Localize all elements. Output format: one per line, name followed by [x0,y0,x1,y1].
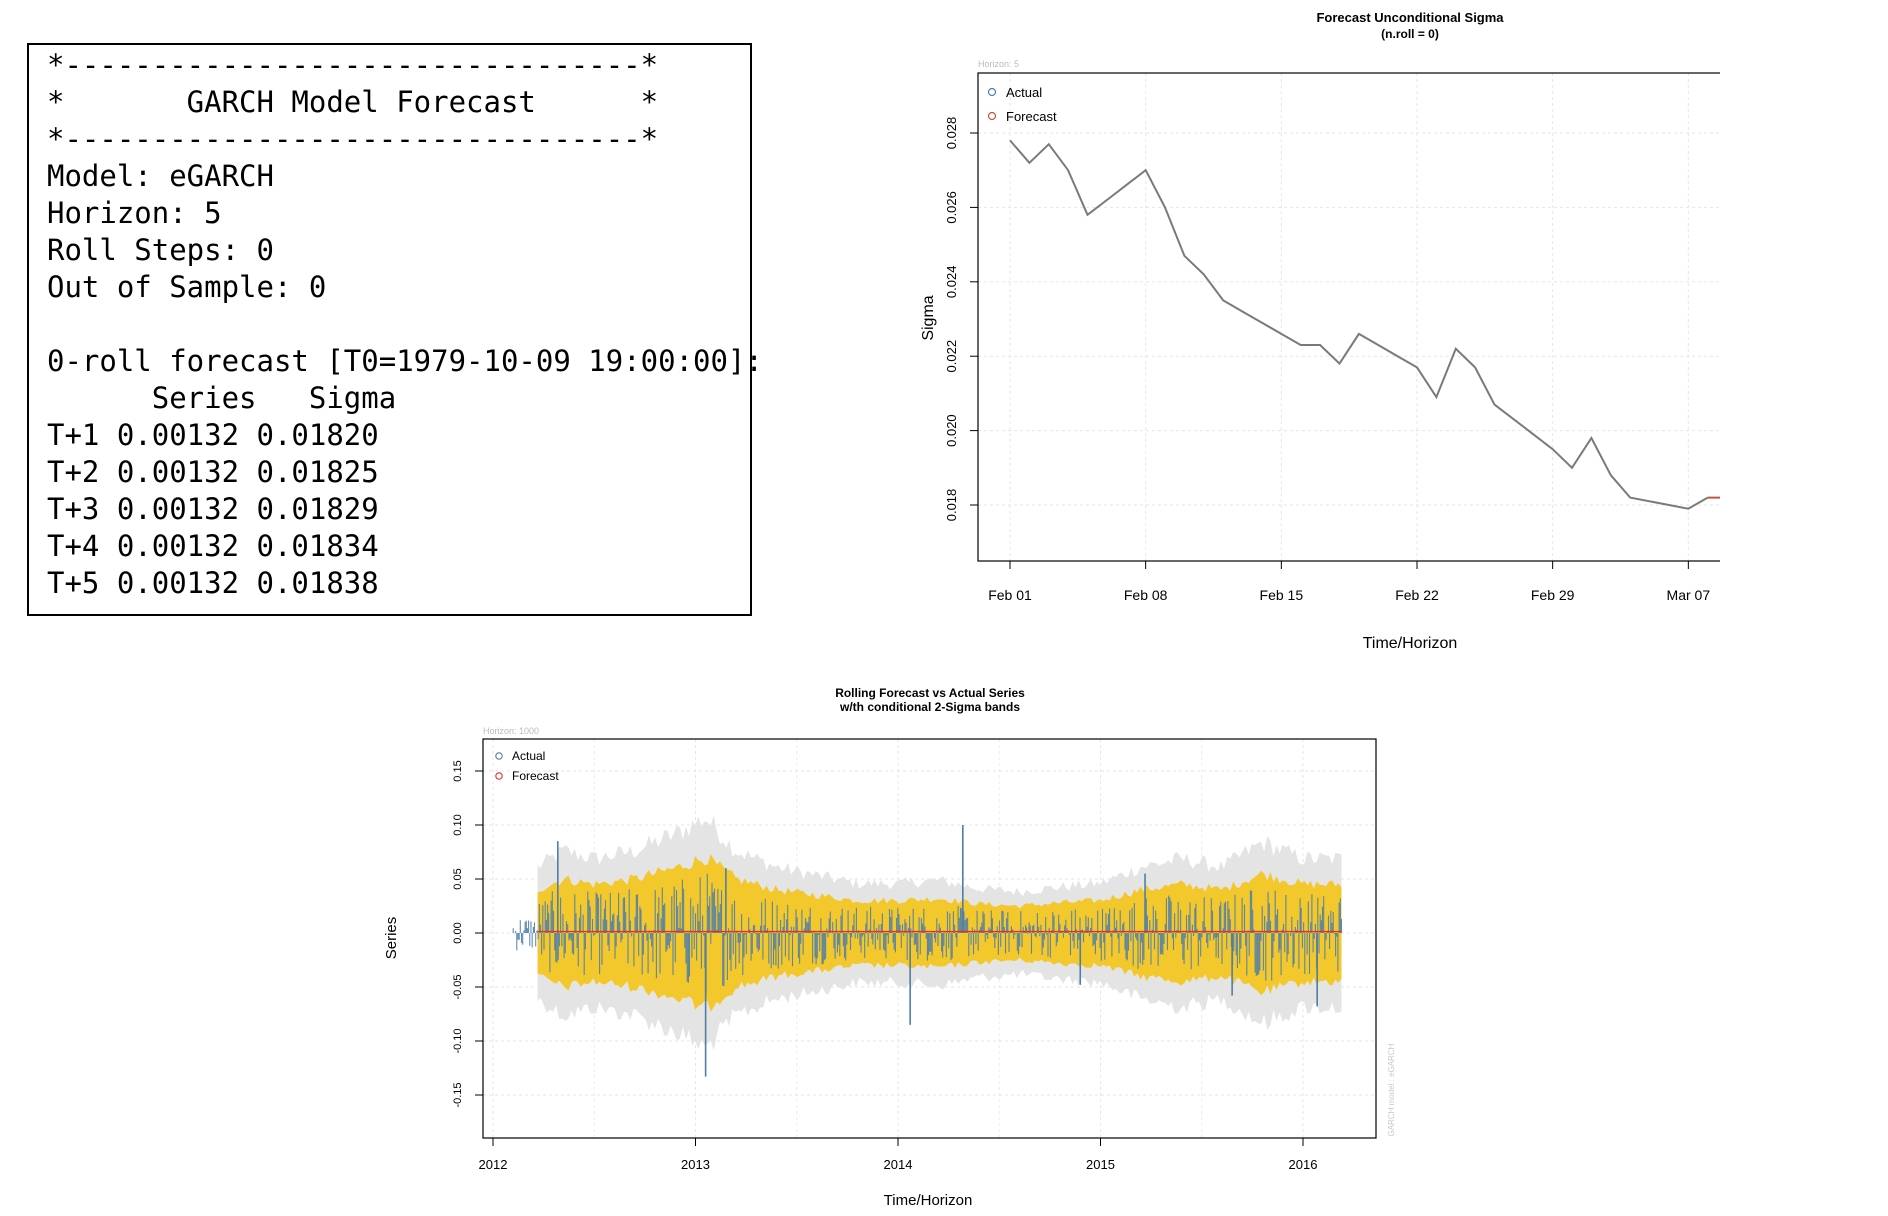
x-tick-label: Feb 08 [1124,587,1168,603]
y-tick-label: 0.10 [452,814,464,835]
console-line: Roll Steps: 0 [47,233,274,267]
legend-label: Forecast [1006,109,1057,124]
console-line: Out of Sample: 0 [47,270,327,304]
y-tick-label: 0.00 [452,922,464,943]
chart-subtitle: w/th conditional 2-Sigma bands [839,700,1020,714]
y-tick-label: -0.10 [452,1028,464,1053]
y-tick-label: 0.15 [452,760,464,781]
y-tick-label: 0.026 [944,191,959,224]
plot-frame [482,738,1377,1139]
y-axis-label: Series [383,917,400,960]
console-line: Horizon: 5 [47,196,222,230]
chart-subtitle: (n.roll = 0) [1381,27,1439,41]
horizon-note: Horizon: 5 [978,59,1019,69]
chart-title: Rolling Forecast vs Actual Series [835,686,1025,700]
console-line: * GARCH Model Forecast * [47,85,659,119]
x-axis-label: Time/Horizon [1363,635,1458,652]
y-tick-label: 0.024 [944,266,959,299]
horizon-note: Horizon: 1000 [483,726,539,736]
y-tick-label: 0.022 [944,340,959,373]
x-tick-label: 2015 [1086,1157,1115,1172]
console-line: Series Sigma [47,381,397,415]
legend-label: Actual [1006,85,1042,100]
console-line: T+1 0.00132 0.01820 [47,418,379,452]
y-tick-label: 0.018 [944,489,959,522]
chart-title: Forecast Unconditional Sigma [1316,10,1504,25]
side-note: GARCH model : eGARCH [1387,1043,1396,1136]
x-tick-label: 2014 [884,1157,913,1172]
x-tick-label: Feb 01 [988,587,1032,603]
console-line: T+3 0.00132 0.01829 [47,492,379,526]
x-tick-label: 2016 [1289,1157,1318,1172]
sigma-forecast-chart: Forecast Unconditional Sigma (n.roll = 0)… [920,10,1720,652]
legend-marker [987,111,997,121]
legend-marker [495,752,503,760]
console-line: *---------------------------------* [47,122,659,156]
x-axis-label: Time/Horizon [884,1192,973,1209]
x-tick-label: 2012 [479,1157,508,1172]
legend-label: Forecast [512,769,559,783]
y-axis-label: Sigma [920,295,937,340]
console-line: Model: eGARCH [47,159,274,193]
series-line-actual [1009,139,1709,510]
x-tick-label: Mar 07 [1667,587,1711,603]
legend-marker [987,87,997,97]
actual-series-line [512,873,1343,994]
y-tick-label: -0.15 [452,1082,464,1107]
legend-marker [495,772,503,780]
plot-frame [977,72,1720,562]
y-tick-label: 0.028 [944,117,959,150]
y-tick-label: -0.05 [452,974,464,999]
x-tick-label: Feb 29 [1531,587,1575,603]
console-line: 0-roll forecast [T0=1979-10-09 19:00:00]… [47,344,763,378]
x-tick-label: 2013 [681,1157,710,1172]
x-tick-label: Feb 22 [1395,587,1439,603]
console-line: T+5 0.00132 0.01838 [47,566,379,600]
console-text: *---------------------------------* * GA… [47,47,763,602]
console-line: T+4 0.00132 0.01834 [47,529,379,563]
console-line: T+2 0.00132 0.01825 [47,455,379,489]
forecast-console-output: *---------------------------------* * GA… [27,43,763,616]
x-tick-label: Feb 15 [1260,587,1304,603]
y-tick-label: 0.05 [452,868,464,889]
y-tick-label: 0.020 [944,414,959,447]
legend-label: Actual [512,749,545,763]
series-line-forecast [1707,496,1720,499]
console-line: *---------------------------------* [47,48,659,82]
